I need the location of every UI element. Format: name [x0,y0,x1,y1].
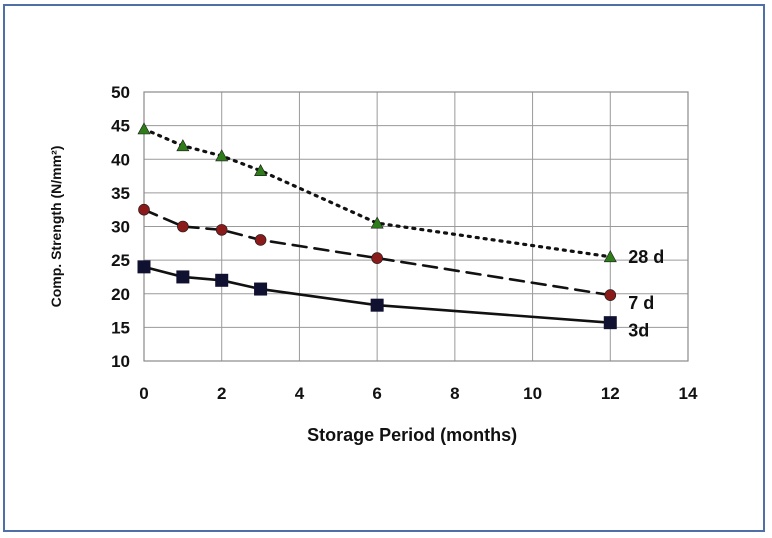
series-labels: 28 d 7 d 3d [628,247,664,341]
x-axis-ticks: 0 2 4 6 8 10 12 14 [139,384,698,403]
data-point [177,220,189,233]
line-chart: 10 15 20 25 30 35 40 45 50 0 2 4 6 8 10 12 14 28 d 7 d 3d… [48,83,698,445]
series-markers [137,122,617,330]
y-tick-label: 10 [111,352,130,371]
x-tick-label: 0 [139,384,148,403]
y-tick-label: 45 [111,117,130,136]
data-point [215,224,228,236]
data-point [603,250,617,263]
y-tick-label: 50 [111,83,130,102]
x-tick-label: 8 [450,384,459,403]
data-point [215,273,229,287]
y-tick-label: 25 [111,251,130,270]
data-point [137,122,151,135]
x-tick-label: 14 [679,384,698,403]
x-tick-label: 2 [217,384,226,403]
series-line [142,127,612,259]
x-tick-label: 4 [295,384,305,403]
data-point [254,234,267,246]
data-point [215,149,229,162]
y-axis-title: Comp. Strength (N/mm²) [48,146,64,308]
series-label: 7 d [628,293,654,313]
data-point [370,216,384,229]
x-axis-title: Storage Period (months) [307,425,517,445]
chart-frame: 10 15 20 25 30 35 40 45 50 0 2 4 6 8 10 12 14 28 d 7 d 3d… [3,4,765,532]
x-tick-label: 10 [523,384,542,403]
series-label: 3d [628,321,649,341]
x-tick-label: 12 [601,384,620,403]
plot-border [143,91,689,362]
data-point [138,203,150,216]
y-tick-label: 20 [111,285,130,304]
data-point [604,289,617,301]
x-tick-label: 6 [372,384,381,403]
y-tick-label: 40 [111,150,130,169]
y-tick-label: 15 [111,318,130,337]
y-tick-label: 35 [111,184,130,203]
series-line [142,208,612,297]
plot-area-border [143,91,689,362]
series-label: 28 d [628,247,664,267]
data-point [137,260,151,274]
data-point [176,270,190,284]
y-tick-label: 30 [111,218,130,237]
data-point [176,139,190,152]
data-point [371,252,383,264]
y-axis-ticks: 10 15 20 25 30 35 40 45 50 [111,83,130,371]
data-point [254,282,268,296]
data-point [603,316,617,330]
data-point [254,164,268,176]
data-point [370,298,384,312]
